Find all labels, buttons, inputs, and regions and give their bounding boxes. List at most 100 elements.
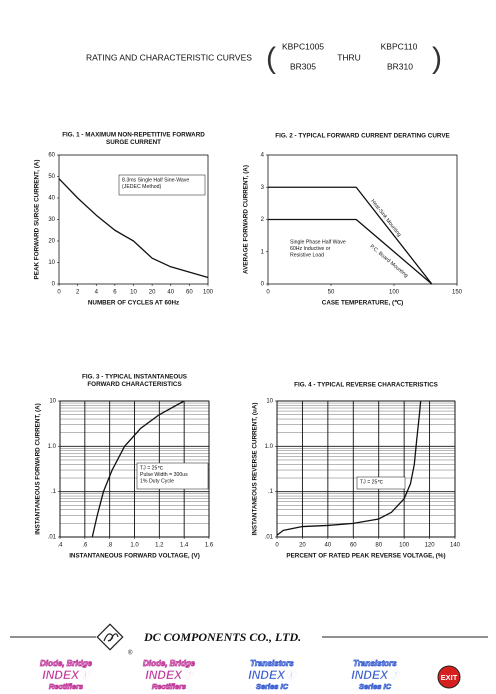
annotation: Single Phase Half Wave xyxy=(290,239,346,245)
data-line xyxy=(276,400,422,536)
x-tick-label: 40 xyxy=(167,290,174,296)
annotation: 60Hz Inductive or xyxy=(290,246,331,252)
chart-title: FIG. 2 - TYPICAL FORWARD CURRENT DERATIN… xyxy=(275,133,449,140)
data-line xyxy=(268,218,433,285)
y-tick-label: .01 xyxy=(265,535,274,541)
y-tick-label: 1 xyxy=(261,249,265,255)
x-tick-label: 150 xyxy=(452,290,463,296)
plot-frame xyxy=(59,400,210,538)
chart-title: FORWARD CHARACTERISTICS xyxy=(87,381,181,388)
y-tick-label: .1 xyxy=(268,489,274,495)
button-text: INDEX② xyxy=(351,668,400,682)
bracket: ) xyxy=(432,42,442,75)
x-tick-label: 6 xyxy=(113,290,117,296)
chart-title: FIG. 4 - TYPICAL REVERSE CHARACTERISTICS xyxy=(294,382,438,389)
x-tick-label: 2 xyxy=(76,290,80,296)
y-tick-label: 40 xyxy=(48,196,55,202)
x-tick-label: 1.6 xyxy=(205,543,214,549)
y-tick-label: 50 xyxy=(48,174,55,180)
plot-frame xyxy=(58,154,209,285)
data-line xyxy=(58,178,209,279)
x-tick-label: 1.0 xyxy=(130,543,139,549)
part-number: BR310 xyxy=(387,61,413,71)
y-tick-label: 0 xyxy=(52,282,56,288)
y-tick-label: 10 xyxy=(49,399,56,405)
y-tick-label: .1 xyxy=(51,489,57,495)
x-axis-title: NUMBER OF CYCLES AT 60Hz xyxy=(88,300,179,307)
registered-mark: ® xyxy=(128,650,133,657)
chart: FIG. 1 - MAXIMUM NON-REPETITIVE FORWARDS… xyxy=(34,132,214,307)
button-text: Transistors xyxy=(250,659,294,668)
x-tick-label: 60 xyxy=(350,543,357,549)
x-tick-label: 20 xyxy=(149,290,156,296)
series-label: P.C. Board Mounting xyxy=(369,244,409,279)
annotation: Pulse Width = 300us xyxy=(140,472,188,478)
x-tick-label: .4 xyxy=(57,543,63,549)
series-label: Heat-Sink Mounting xyxy=(369,198,402,238)
x-tick-label: 10 xyxy=(130,290,137,296)
button-text: INDEX① xyxy=(42,668,91,682)
chart-title: FIG. 3 - TYPICAL INSTANTANEOUS xyxy=(82,374,187,381)
y-axis-title: PEAK FORWARD SURGE CURRENT, (A) xyxy=(34,160,41,280)
x-tick-label: 1.4 xyxy=(180,543,189,549)
y-tick-label: .01 xyxy=(48,535,57,541)
annotation: TJ = 25℃ xyxy=(140,465,163,471)
y-axis-title: AVERAGE FORWARD CURRENT, (A) xyxy=(243,165,250,274)
part-number: BR305 xyxy=(290,61,316,71)
y-axis-title: INSTANTANEOUS FORWARD CURRENT, (A) xyxy=(35,403,42,535)
button-text: Transistors xyxy=(353,659,397,668)
company-name: DC COMPONENTS CO., LTD. xyxy=(143,630,301,644)
exit-button[interactable]: EXIT xyxy=(437,665,461,689)
x-tick-label: .6 xyxy=(82,543,88,549)
y-tick-label: 30 xyxy=(48,217,55,223)
x-tick-label: 50 xyxy=(328,290,335,296)
annotation: TJ = 25℃ xyxy=(360,479,383,485)
annotation: 8.3ms Single Half Sine-Wave xyxy=(122,177,189,183)
annotation: Resistive Load xyxy=(290,252,324,258)
y-tick-label: 10 xyxy=(266,399,273,405)
button-text: INDEX② xyxy=(145,668,194,682)
y-tick-label: 60 xyxy=(48,153,55,159)
annotation-box xyxy=(118,174,206,196)
y-tick-label: 2 xyxy=(261,217,265,223)
plot-frame xyxy=(276,400,456,538)
part-number: KBPC110 xyxy=(381,41,418,51)
x-tick-label: 120 xyxy=(425,543,436,549)
button-text: Rectifiers xyxy=(49,682,83,691)
button-text: Rectifiers xyxy=(152,682,186,691)
annotation-box xyxy=(136,462,209,490)
x-tick-label: 1.2 xyxy=(155,543,164,549)
exit-text: EXIT xyxy=(441,673,458,682)
data-line xyxy=(268,186,433,285)
x-axis-title: CASE TEMPERATURE, (℃) xyxy=(322,300,403,307)
x-tick-label: 100 xyxy=(399,543,410,549)
x-tick-label: 80 xyxy=(375,543,382,549)
y-tick-label: 1.0 xyxy=(265,444,274,450)
x-tick-label: 0 xyxy=(57,290,61,296)
annotation: (JEDEC Method) xyxy=(122,184,161,190)
button-text: Diode, Bridge xyxy=(143,659,196,668)
x-tick-label: 40 xyxy=(325,543,332,549)
logo xyxy=(96,623,124,651)
bracket: ( xyxy=(266,42,276,75)
x-axis-title: INSTANTANEOUS FORWARD VOLTAGE, (V) xyxy=(69,553,200,560)
x-tick-label: 20 xyxy=(299,543,306,549)
x-tick-label: 0 xyxy=(275,543,279,549)
x-tick-label: 140 xyxy=(450,543,461,549)
x-tick-label: 100 xyxy=(203,290,214,296)
y-tick-label: 3 xyxy=(261,185,265,191)
x-tick-label: 4 xyxy=(95,290,99,296)
y-axis-title: INSTANTANEOUS REVERSE CURRENT, (uA) xyxy=(252,402,259,535)
thru: THRU xyxy=(337,52,361,62)
button-text: INDEX① xyxy=(248,668,297,682)
button-text: Series IC xyxy=(256,682,289,691)
annotation: 1% Duty Cycle xyxy=(140,478,174,484)
page-title: RATING AND CHARACTERISTIC CURVES xyxy=(86,52,252,62)
x-tick-label: 0 xyxy=(266,290,270,296)
